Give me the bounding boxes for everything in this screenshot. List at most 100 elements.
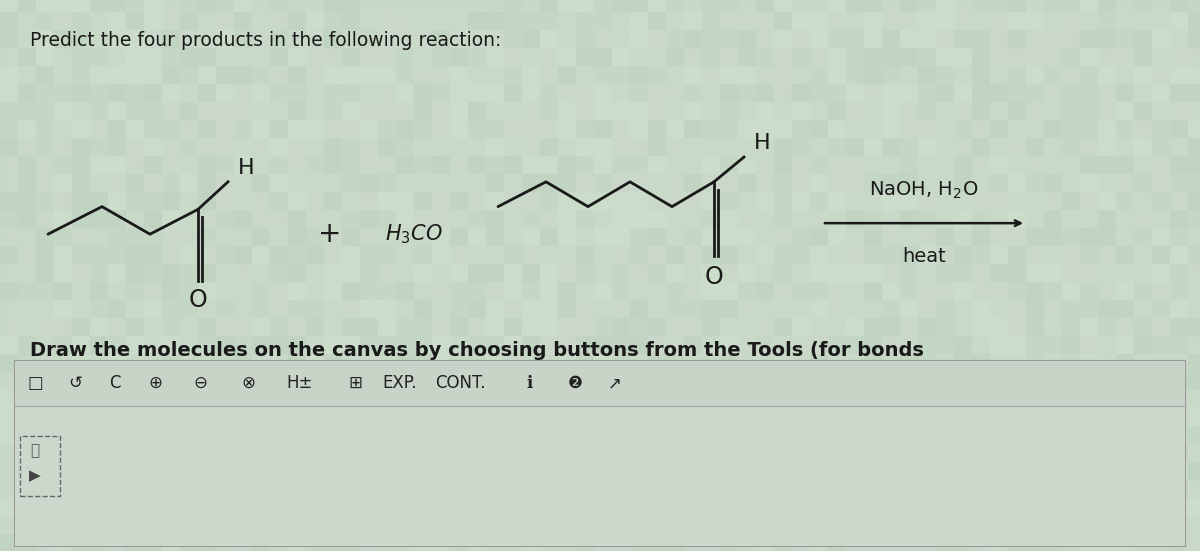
Bar [162,0,180,11]
Bar [1008,83,1026,101]
Bar [648,11,666,29]
Bar [684,119,702,137]
Bar [792,47,810,65]
Bar [162,497,180,515]
Bar [414,0,432,11]
Bar [486,371,504,389]
Bar [792,497,810,515]
Bar [702,101,720,119]
Bar [1044,299,1062,317]
Bar [720,407,738,425]
Bar [90,137,108,155]
Bar [450,299,468,317]
Bar [684,533,702,551]
Bar [144,533,162,551]
Bar [666,29,684,47]
Bar [522,191,540,209]
Bar [954,389,972,407]
Bar [648,335,666,353]
Bar [378,497,396,515]
Bar [540,281,558,299]
Bar [648,263,666,281]
Bar [0,299,18,317]
Bar [612,353,630,371]
Bar [774,65,792,83]
Bar [252,155,270,173]
Bar [144,389,162,407]
Bar [702,191,720,209]
Bar [180,299,198,317]
Bar [738,443,756,461]
Bar [54,299,72,317]
Bar [1062,137,1080,155]
Bar [468,263,486,281]
Bar [954,245,972,263]
Bar [36,227,54,245]
Bar [252,425,270,443]
Bar [738,227,756,245]
Bar [18,299,36,317]
Bar [18,191,36,209]
Bar [864,155,882,173]
Bar [126,515,144,533]
Bar [198,515,216,533]
Bar [468,389,486,407]
Bar [324,83,342,101]
Bar [738,137,756,155]
Bar [900,83,918,101]
Bar [306,407,324,425]
Bar [756,335,774,353]
Bar [270,101,288,119]
Bar [342,173,360,191]
Bar [720,299,738,317]
Bar [918,29,936,47]
Bar [1026,299,1044,317]
Bar [378,515,396,533]
Bar [162,317,180,335]
Bar [1080,533,1098,551]
Bar [900,425,918,443]
Bar [1134,299,1152,317]
Bar [306,479,324,497]
Bar [864,281,882,299]
Bar [378,425,396,443]
Bar [288,101,306,119]
Bar [108,371,126,389]
Bar [450,29,468,47]
Bar [936,209,954,227]
Bar [468,461,486,479]
Bar [144,209,162,227]
Bar [612,533,630,551]
Bar [342,155,360,173]
Bar [576,497,594,515]
Bar [0,317,18,335]
Bar [738,461,756,479]
Bar [594,299,612,317]
Bar [666,497,684,515]
Bar [54,119,72,137]
Bar [324,353,342,371]
Bar [198,119,216,137]
Bar [234,443,252,461]
Bar [918,425,936,443]
Bar [216,299,234,317]
Bar [450,461,468,479]
Bar [1116,317,1134,335]
Bar [1188,317,1200,335]
Bar [666,533,684,551]
Text: □: □ [28,374,43,392]
Bar [18,119,36,137]
Bar [450,479,468,497]
Bar [846,137,864,155]
Bar [1008,461,1026,479]
Bar [180,65,198,83]
Bar [126,389,144,407]
Bar [414,65,432,83]
Bar [252,533,270,551]
Bar [342,29,360,47]
Bar [810,83,828,101]
Bar [936,443,954,461]
Bar [558,461,576,479]
Bar [36,29,54,47]
Bar [108,119,126,137]
